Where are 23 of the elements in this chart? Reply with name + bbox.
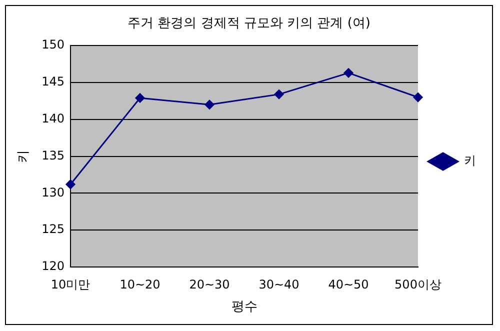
y-tick-label: 150 [42, 38, 65, 52]
point [344, 68, 354, 78]
y-tick-label: 135 [42, 148, 65, 162]
y-tick-label: 130 [42, 185, 65, 200]
y-tick-label: 140 [42, 112, 65, 126]
x-tick-label: 10미만 [50, 277, 90, 292]
legend-label: 키 [464, 154, 476, 168]
point [135, 93, 145, 103]
point [274, 90, 284, 100]
x-tick-label: 40~50 [328, 277, 369, 292]
x-tick-label: 30~40 [258, 277, 300, 292]
x-axis-title: 평수 [231, 300, 258, 315]
point [66, 180, 76, 190]
y-tick-label: 145 [42, 74, 65, 89]
y-tick-label: 120 [42, 259, 65, 274]
x-tick-label: 10~20 [120, 277, 160, 292]
point [413, 92, 423, 102]
point [204, 100, 214, 110]
x-tick-label: 500이상 [394, 277, 442, 292]
chart-title: 주거 환경의 경제적 규모와 키의 관계 (여) [128, 16, 370, 32]
x-tick-label: 20~30 [189, 277, 230, 292]
y-tick-label: 125 [42, 222, 65, 236]
y-axis-title: 키 [16, 150, 32, 163]
